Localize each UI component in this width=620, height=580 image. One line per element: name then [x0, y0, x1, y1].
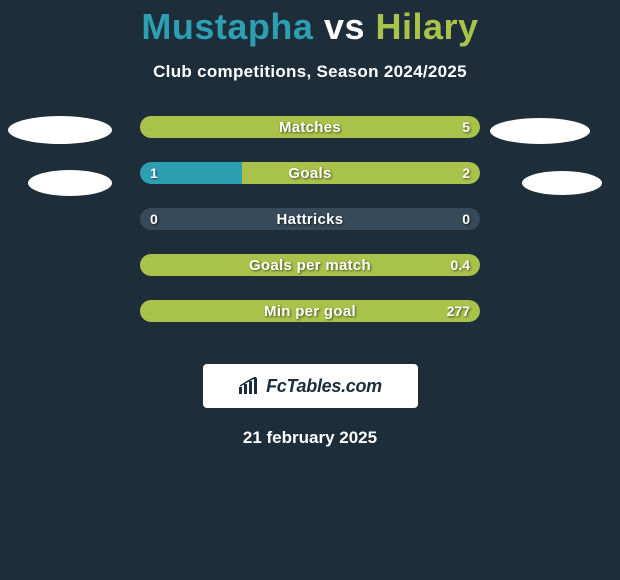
bar-value-right: 2 — [462, 162, 470, 184]
source-logo: FcTables.com — [203, 364, 418, 408]
bar-label: Matches — [140, 116, 480, 138]
date-text: 21 february 2025 — [0, 428, 620, 448]
player2-name: Hilary — [376, 6, 479, 47]
comparison-chart: Matches5 Goals1 2 Hattricks0 0 Goals per matc… — [0, 116, 620, 346]
subtitle: Club competitions, Season 2024/2025 — [0, 62, 620, 82]
chart-icon — [238, 377, 260, 395]
player1-name: Mustapha — [141, 6, 313, 47]
bar-value-right: 0 — [462, 208, 470, 230]
decor-ellipse-left-2 — [28, 170, 112, 196]
bar-label: Min per goal — [140, 300, 480, 322]
bars-container: Matches5 Goals1 2 Hattricks0 0 Goals per matc… — [140, 116, 480, 346]
bar-row: Hattricks0 0 — [140, 208, 480, 230]
bar-label: Goals — [140, 162, 480, 184]
bar-row: Matches5 — [140, 116, 480, 138]
decor-ellipse-right-1 — [490, 118, 590, 144]
logo-text: FcTables.com — [266, 376, 382, 397]
bar-row: Min per goal277 — [140, 300, 480, 322]
bar-value-left: 0 — [150, 208, 158, 230]
bar-value-right: 277 — [447, 300, 470, 322]
vs-text: vs — [324, 6, 365, 47]
bar-row: Goals per match0.4 — [140, 254, 480, 276]
comparison-title: Mustapha vs Hilary — [0, 0, 620, 48]
decor-ellipse-right-2 — [522, 171, 602, 195]
bar-row: Goals1 2 — [140, 162, 480, 184]
bar-value-right: 5 — [462, 116, 470, 138]
decor-ellipse-left-1 — [8, 116, 112, 144]
bar-value-right: 0.4 — [451, 254, 470, 276]
bar-label: Goals per match — [140, 254, 480, 276]
bar-value-left: 1 — [150, 162, 158, 184]
bar-label: Hattricks — [140, 208, 480, 230]
